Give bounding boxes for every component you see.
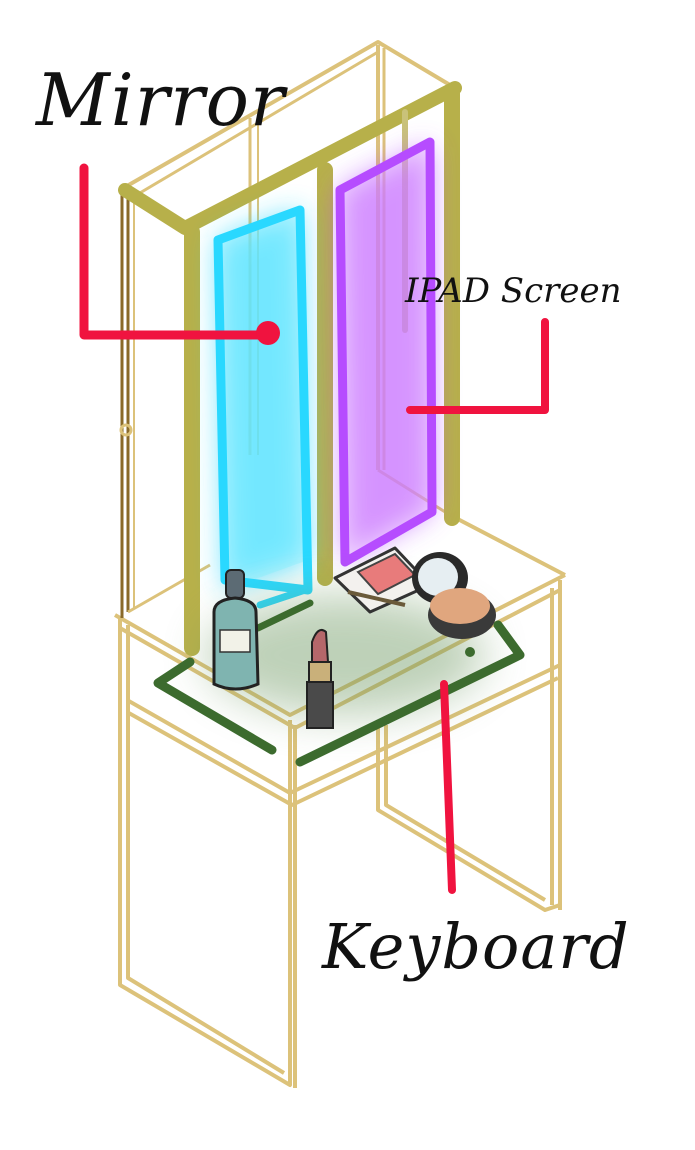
dropper-bottle-icon [212, 569, 260, 691]
mirror-callout-dot [256, 321, 280, 345]
blush-palette-icon [333, 546, 432, 614]
ipad-screen-label: IPAD Screen [404, 271, 622, 311]
mirror-panel [213, 205, 313, 609]
mirror-callout-line [79, 163, 273, 340]
lipstick-icon [306, 629, 334, 729]
ipad-callout-line [406, 318, 549, 414]
powder-compact-icon [428, 588, 496, 639]
keyboard-area [153, 595, 525, 767]
callout-lines [79, 163, 549, 894]
ipad-screen-panel [335, 137, 437, 567]
keyboard-label: Keyboard [321, 910, 630, 983]
desk-frame [114, 513, 566, 1088]
keyboard-callout-line [440, 680, 456, 894]
mirror-label: Mirror [34, 58, 288, 142]
